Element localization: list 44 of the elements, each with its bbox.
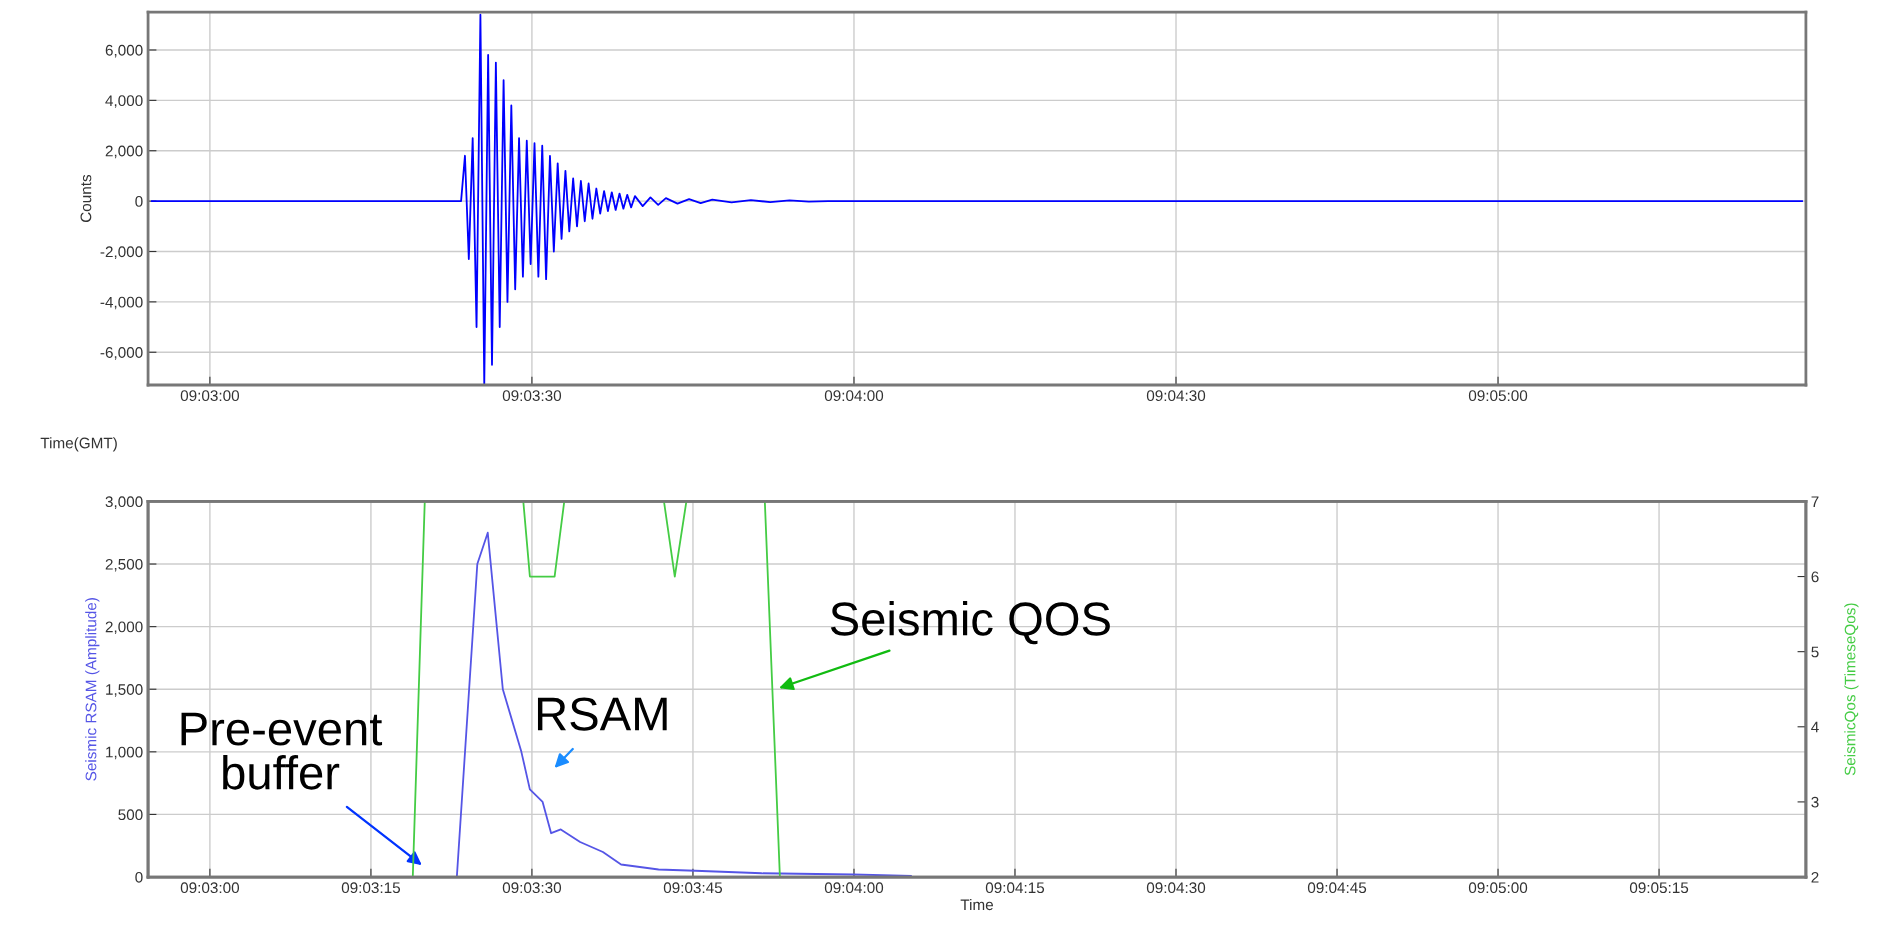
y-axis-title: Counts (80, 174, 92, 223)
y-tick-label: -6,000 (100, 347, 143, 360)
y-tick-label: -2,000 (100, 246, 143, 259)
x-tick-label: 09:04:30 (1146, 882, 1206, 894)
x-tick-label: 09:04:30 (1146, 390, 1206, 402)
y-tick-label: -4,000 (100, 296, 143, 310)
y-tick-label: 500 (118, 809, 143, 821)
y-tick-label: 6,000 (105, 44, 143, 58)
x-tick-label: 09:04:45 (1307, 882, 1367, 894)
y2-tick-label: 3 (1811, 796, 1819, 808)
annotation: Pre-event buffer (181, 712, 383, 790)
y-tick-label: 4,000 (105, 95, 143, 108)
annotation: Seismic QOS (830, 601, 1110, 645)
y-tick-label: 1,000 (106, 746, 143, 760)
x-tick-label: 09:05:00 (1468, 882, 1528, 894)
x-axis-title: Time(GMT) (40, 437, 117, 452)
y2-axis-title: SeismicQos (TimeseQos) (1844, 603, 1859, 776)
y-axis-title: Seismic RSAM (Amplitude) (85, 598, 100, 781)
x-tick-label: 09:03:30 (502, 390, 562, 402)
y-tick-label: 0 (135, 195, 143, 207)
x-tick-label: 09:03:15 (341, 882, 401, 894)
y2-tick-label: 7 (1811, 496, 1819, 507)
annotation: RSAM (537, 697, 667, 731)
y-tick-label: 2,000 (105, 621, 143, 635)
y2-tick-label: 6 (1811, 571, 1819, 583)
y-tick-label: 1,500 (106, 684, 143, 697)
x-tick-label: 09:04:00 (824, 390, 884, 402)
y2-tick-label: 4 (1811, 721, 1819, 733)
x-tick-label: 09:03:00 (180, 390, 240, 402)
x-tick-label: 09:03:30 (502, 882, 562, 894)
x-axis-title: Time (960, 898, 993, 911)
y-tick-label: 3,000 (105, 496, 143, 509)
x-tick-label: 09:03:45 (663, 882, 723, 894)
x-tick-label: 09:05:15 (1629, 882, 1689, 894)
y-tick-label: 2,500 (105, 558, 143, 572)
y2-tick-label: 2 (1811, 871, 1819, 883)
line-series (151, 13, 1803, 385)
x-tick-label: 09:04:00 (824, 882, 884, 894)
x-tick-label: 09:04:15 (985, 882, 1045, 894)
y-tick-label: 2,000 (105, 145, 143, 159)
y-tick-label: 0 (135, 871, 143, 883)
y2-tick-label: 5 (1811, 646, 1819, 658)
x-tick-label: 09:03:00 (180, 882, 240, 894)
x-tick-label: 09:05:00 (1468, 390, 1528, 402)
